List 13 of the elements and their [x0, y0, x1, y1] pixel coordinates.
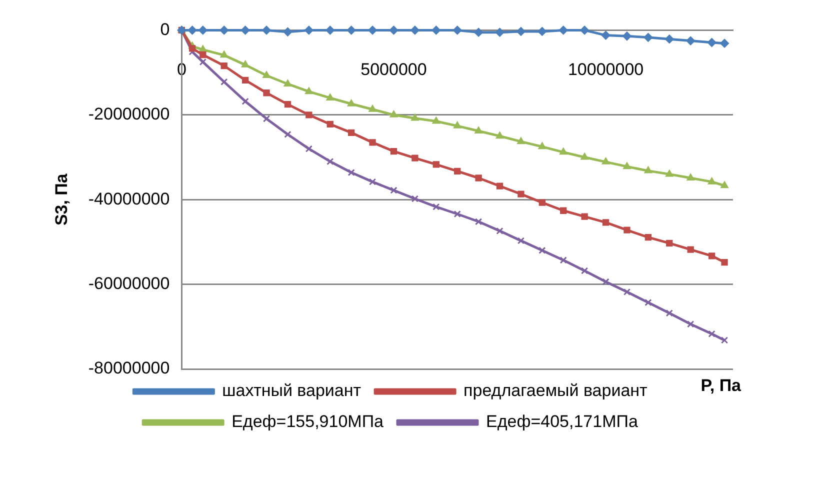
x-tick-label: 10000000 — [568, 60, 644, 80]
x-axis-title: P, Па — [700, 376, 741, 396]
y-tick-label: -20000000 — [88, 104, 170, 124]
y-tick-label: 0 — [160, 20, 170, 39]
legend-label: Едеф=155,910МПа — [232, 412, 384, 432]
y-tick-label: -40000000 — [88, 189, 170, 208]
legend-label: шахтный вариант — [222, 381, 362, 400]
x-tick-label: 5000000 — [360, 60, 427, 80]
y-tick-label: -60000000 — [88, 274, 170, 293]
y-tick-label: -80000000 — [88, 358, 170, 378]
legend-label: предлагаемый вариант — [464, 381, 648, 400]
y-axis-title: S3, Па — [52, 173, 71, 226]
legend-label: Едеф=405,171МПа — [486, 412, 638, 432]
